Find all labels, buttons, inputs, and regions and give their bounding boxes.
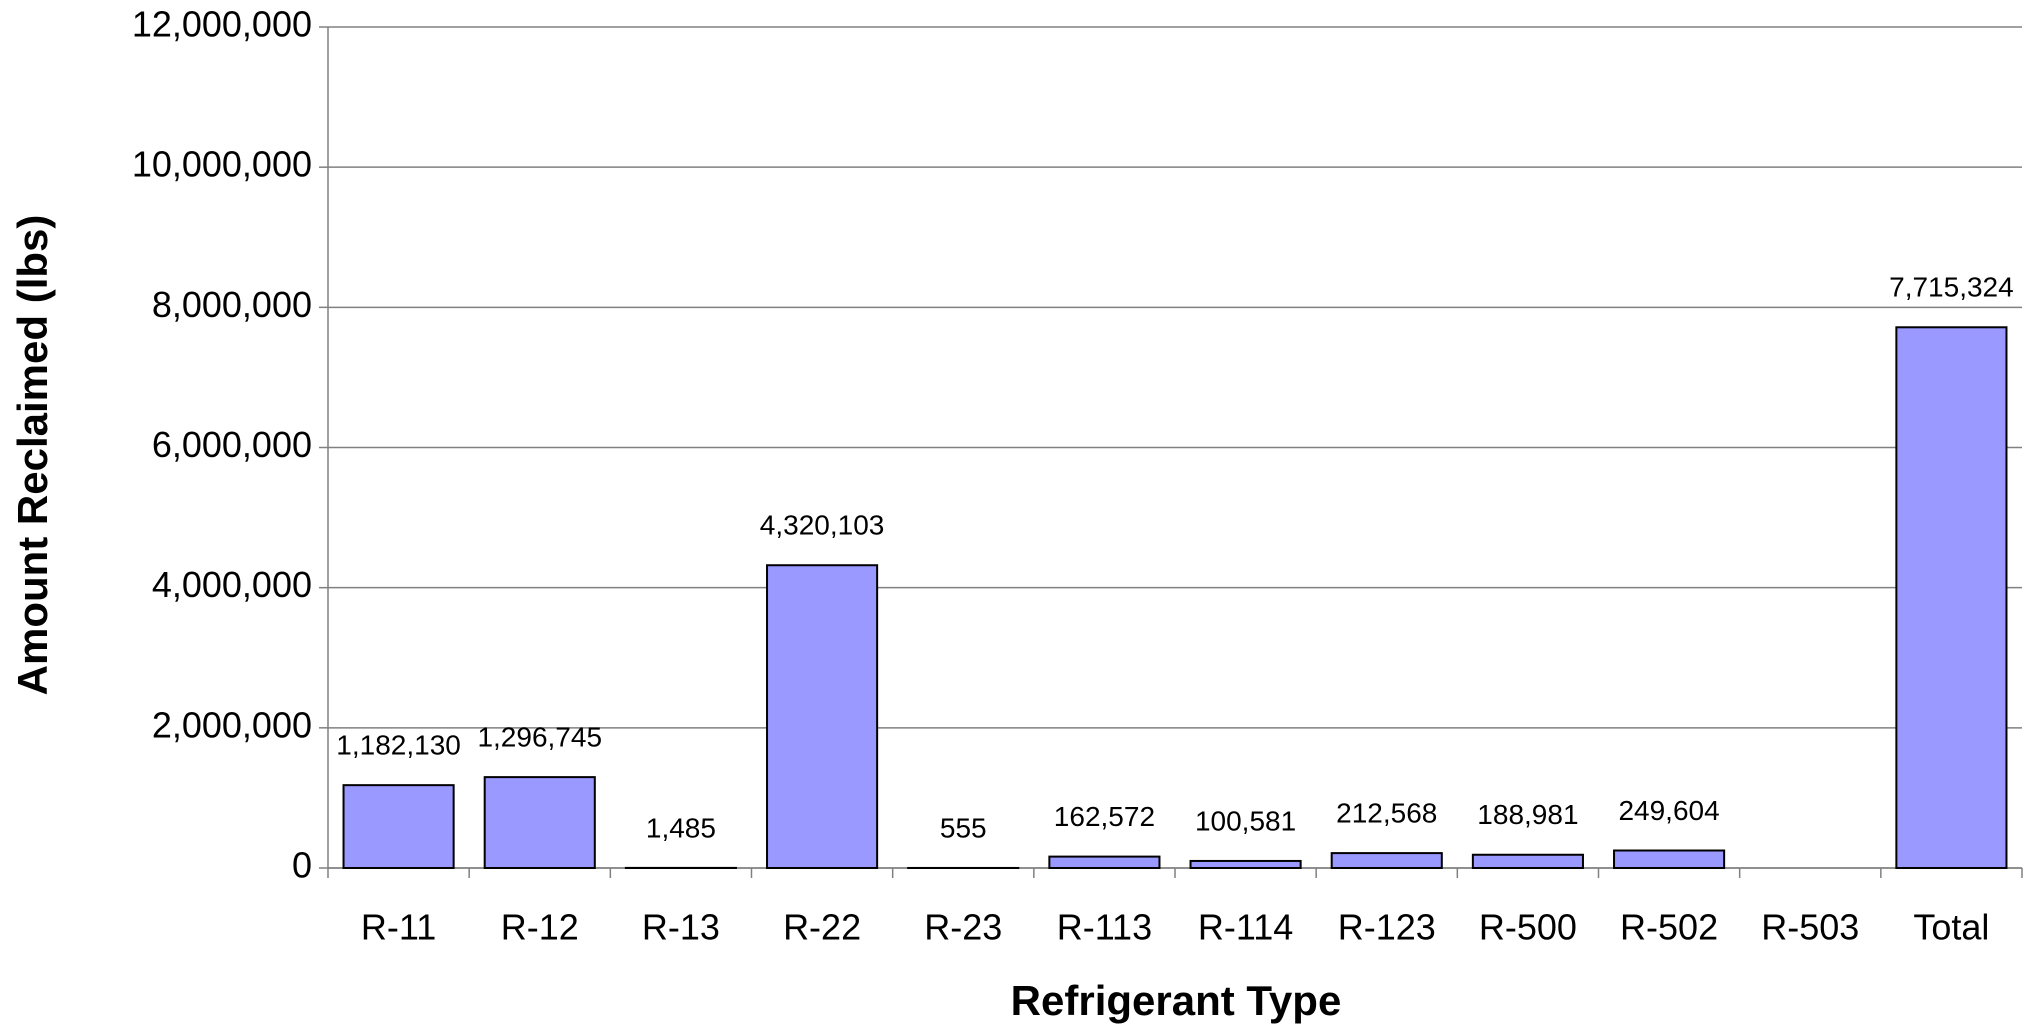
x-tick-label: R-123	[1338, 907, 1436, 948]
value-label: 249,604	[1618, 795, 1719, 826]
value-label: 162,572	[1054, 801, 1155, 832]
x-tick-label: R-502	[1620, 907, 1718, 948]
value-label: 7,715,324	[1889, 272, 2014, 303]
x-tick-label: R-23	[924, 907, 1002, 948]
value-label: 1,296,745	[477, 722, 602, 753]
x-axis-title: Refrigerant Type	[1011, 977, 1342, 1024]
y-axis-title: Amount Reclaimed (lbs)	[9, 215, 56, 696]
x-tick-label: R-22	[783, 907, 861, 948]
x-tick-label: R-12	[501, 907, 579, 948]
y-tick-label: 12,000,000	[132, 4, 312, 45]
value-label: 555	[940, 812, 987, 843]
y-tick-label: 10,000,000	[132, 144, 312, 185]
bar	[766, 564, 879, 869]
bar	[1048, 855, 1161, 869]
bar	[1189, 859, 1302, 869]
value-label: 1,182,130	[336, 730, 461, 761]
value-label: 212,568	[1336, 797, 1437, 828]
bar	[1613, 849, 1726, 869]
bar	[1471, 853, 1584, 869]
value-label: 4,320,103	[760, 510, 885, 541]
value-label: 1,485	[646, 812, 716, 843]
x-tick-label: R-13	[642, 907, 720, 948]
y-tick-label: 6,000,000	[152, 424, 312, 465]
x-tick-label: R-500	[1479, 907, 1577, 948]
value-label: 100,581	[1195, 805, 1296, 836]
x-tick-label: R-11	[361, 907, 436, 948]
x-tick-label: Total	[1913, 907, 1989, 948]
y-tick-label: 8,000,000	[152, 284, 312, 325]
x-tick-label: R-503	[1761, 907, 1859, 948]
value-label: 188,981	[1477, 799, 1578, 830]
bar	[1330, 852, 1443, 870]
bar	[1895, 326, 2008, 869]
x-tick-label: R-114	[1198, 907, 1293, 948]
y-tick-label: 2,000,000	[152, 704, 312, 745]
bar	[483, 776, 596, 870]
bar	[342, 784, 455, 870]
y-tick-label: 4,000,000	[152, 564, 312, 605]
x-tick-label: R-113	[1057, 907, 1152, 948]
y-tick-label: 0	[292, 845, 312, 886]
